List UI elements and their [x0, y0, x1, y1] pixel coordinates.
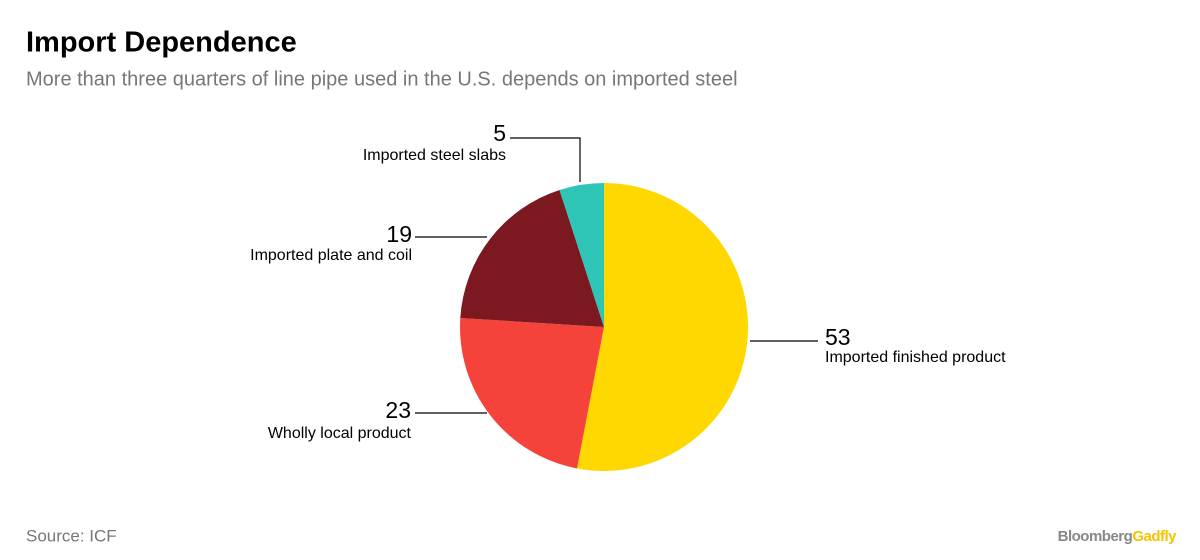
slice-name-label: Imported steel slabs — [363, 147, 506, 164]
leader-line — [510, 137, 581, 182]
pie-slice — [460, 190, 604, 327]
chart-subtitle: More than three quarters of line pipe us… — [26, 68, 738, 90]
pie-slice — [559, 183, 604, 327]
slice-name-label: Wholly local product — [268, 425, 412, 442]
slice-value-label: 23 — [385, 397, 411, 423]
brand-part: Bloomberg — [1058, 528, 1133, 545]
slice-name-label: Imported finished product — [825, 349, 1006, 366]
brand: BloombergGadfly — [1058, 528, 1178, 545]
pie-slice — [577, 183, 748, 471]
source: Source: ICF — [26, 526, 117, 545]
slice-value-label: 5 — [493, 120, 506, 146]
slice-name-label: Imported plate and coil — [250, 247, 412, 264]
pie-slice — [460, 317, 604, 469]
chart-title: Import Dependence — [26, 27, 297, 59]
slice-value-label: 53 — [825, 324, 851, 350]
slice-value-label: 19 — [386, 221, 412, 247]
brand-part: Gadfly — [1132, 528, 1177, 545]
